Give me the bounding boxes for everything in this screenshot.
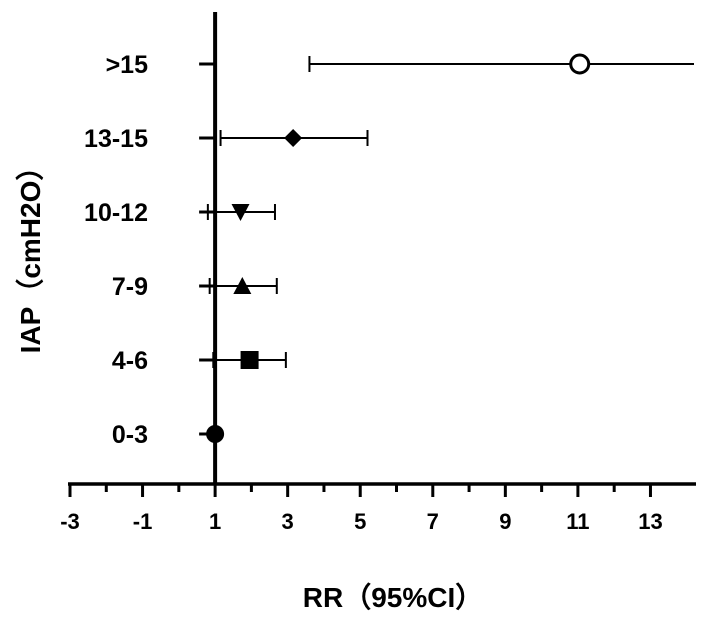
confidence-intervals xyxy=(206,56,694,368)
x-tick-label: 9 xyxy=(499,509,511,534)
category-label: >15 xyxy=(106,51,149,79)
marker-triangle-down xyxy=(231,204,250,221)
x-tick-label: 3 xyxy=(282,509,294,534)
category-label: 10-12 xyxy=(84,199,148,227)
x-tick-label: -1 xyxy=(133,509,153,534)
x-tick-label: -3 xyxy=(60,509,80,534)
category-label: 13-15 xyxy=(84,125,148,153)
x-axis-ticks: -3 -1 1 3 5 7 9 11 13 xyxy=(60,484,663,534)
y-axis-title: IAP（cmH2O） xyxy=(14,153,46,354)
category-label: 7-9 xyxy=(112,273,148,301)
y-axis-category-labels: >15 13-15 10-12 7-9 4-6 0-3 xyxy=(84,51,148,449)
category-label: 0-3 xyxy=(112,421,148,449)
x-tick-label: 13 xyxy=(638,509,662,534)
marker-diamond xyxy=(284,129,303,147)
x-axis-title: RR（95%CI） xyxy=(303,581,483,613)
y-axis-ticks xyxy=(199,62,216,436)
x-tick-label: 11 xyxy=(566,509,589,534)
marker-square xyxy=(240,351,259,369)
marker-open-circle xyxy=(569,53,591,75)
category-label: 4-6 xyxy=(112,347,148,375)
x-tick-label: 7 xyxy=(427,509,439,534)
point-estimates xyxy=(206,53,591,443)
x-tick-label: 5 xyxy=(354,509,366,534)
x-tick-label: 1 xyxy=(209,509,221,534)
marker-triangle-up xyxy=(233,277,252,294)
